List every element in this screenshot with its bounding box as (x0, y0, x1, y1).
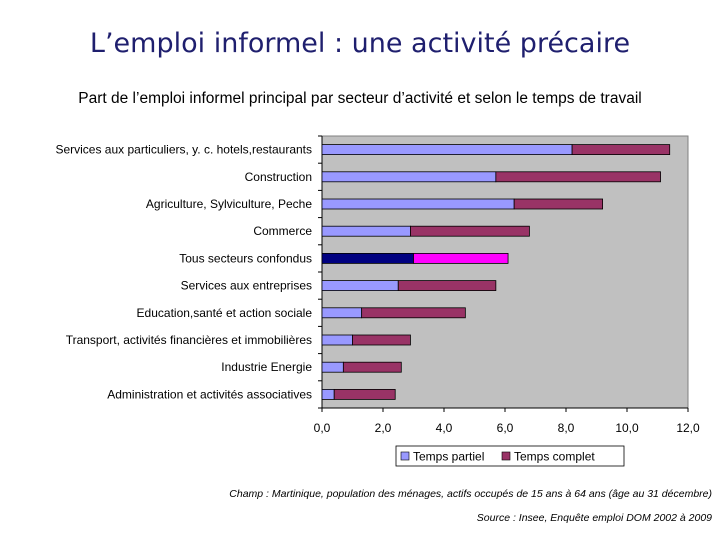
bar-temps-complet (413, 252, 509, 264)
bar-temps-complet (495, 171, 661, 183)
category-label: Construction (245, 170, 312, 184)
bar-temps-complet (333, 388, 396, 400)
bar-temps-complet (342, 361, 402, 373)
legend-swatch-partiel (400, 451, 410, 461)
legend-swatch-complet (501, 451, 511, 461)
bar-temps-partiel (321, 144, 573, 156)
slide-title: L’emploi informel : une activité précair… (89, 28, 631, 59)
bar-temps-complet (352, 334, 411, 346)
category-label: Agriculture, Sylviculture, Peche (146, 197, 312, 211)
chart-subtitle: Part de l’emploi informel principal par … (78, 90, 642, 107)
x-tick-label: 2,0 (375, 421, 392, 435)
bar-temps-partiel (321, 307, 363, 319)
source-note: Source : Insee, Enquête emploi DOM 2002 … (476, 512, 712, 524)
bar-temps-complet (410, 225, 530, 237)
category-label: Services aux entreprises (181, 279, 312, 293)
category-label: Services aux particuliers, y. c. hotels,… (55, 143, 312, 157)
x-tick-label: 12,0 (676, 421, 700, 435)
category-label: Education,santé et action sociale (137, 306, 313, 320)
x-tick-label: 4,0 (436, 421, 453, 435)
bar-chart: Services aux particuliers, y. c. hotels,… (55, 135, 700, 467)
bar-temps-complet (397, 280, 497, 292)
category-label: Industrie Energie (221, 360, 312, 374)
x-tick-label: 6,0 (497, 421, 514, 435)
bar-temps-complet (513, 198, 604, 210)
category-label: Administration et activités associatives (107, 387, 312, 401)
category-label: Commerce (253, 224, 312, 238)
category-label: Transport, activités financières et immo… (66, 333, 312, 347)
bar-temps-partiel (321, 171, 497, 183)
bar-temps-partiel (321, 252, 414, 264)
category-label: Tous secteurs confondus (179, 251, 312, 265)
bar-temps-partiel (321, 225, 411, 237)
legend-label-partiel: Temps partiel (413, 450, 484, 464)
legend-label-complet: Temps complet (514, 450, 595, 464)
bar-temps-complet (571, 144, 671, 156)
scope-note: Champ : Martinique, population des ménag… (229, 488, 712, 500)
bar-temps-partiel (321, 334, 353, 346)
bar-temps-partiel (321, 361, 344, 373)
x-tick-label: 8,0 (558, 421, 575, 435)
bar-temps-partiel (321, 280, 399, 292)
bar-temps-complet (361, 307, 466, 319)
bar-temps-partiel (321, 198, 515, 210)
bar-temps-partiel (321, 388, 335, 400)
x-tick-label: 10,0 (615, 421, 639, 435)
x-tick-label: 0,0 (314, 421, 331, 435)
